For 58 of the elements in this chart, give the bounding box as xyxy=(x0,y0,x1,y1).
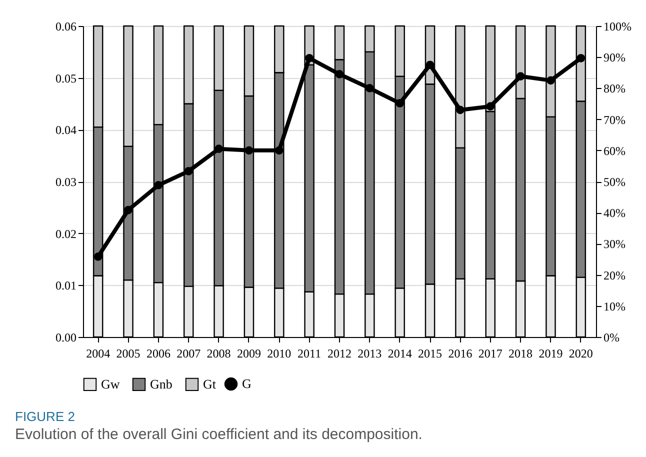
x-tick-label: 2008 xyxy=(206,346,231,360)
y2-tick-label: 100% xyxy=(604,20,632,34)
legend-label: Gnb xyxy=(150,376,172,392)
point xyxy=(426,60,434,70)
y2-tick-label: 30% xyxy=(604,237,626,252)
y2-tick-label: 50% xyxy=(604,175,626,189)
point xyxy=(516,72,525,80)
legend-label: Gw xyxy=(101,376,120,392)
y2-tick-label: 90% xyxy=(604,50,626,65)
point xyxy=(154,180,163,190)
point xyxy=(456,106,464,114)
y2-tick-label: 70% xyxy=(604,112,626,127)
x-tick-label: 2012 xyxy=(328,346,352,360)
y-tick-label: 0.01 xyxy=(56,278,76,293)
x-tick-label: 2013 xyxy=(358,346,382,360)
x-tick-label: 2015 xyxy=(418,346,442,360)
legend-label: G xyxy=(242,376,252,391)
x-tick-label: 2006 xyxy=(146,346,170,360)
x-tick-label: 2005 xyxy=(116,346,140,360)
point xyxy=(396,99,404,108)
text: Evolution of the overall Gini coefficient and its decomposition. xyxy=(15,426,422,443)
point xyxy=(274,146,284,155)
x-tick-label: 2009 xyxy=(236,346,261,360)
y2-tick-label: 20% xyxy=(604,268,626,282)
y-tick-label: 0.05 xyxy=(56,71,76,86)
point xyxy=(546,76,555,85)
x-tick-label: 2011 xyxy=(298,346,322,360)
x-tick-label: 2020 xyxy=(568,346,593,360)
point xyxy=(576,54,586,62)
caption: FIGURE 2 xyxy=(15,409,75,424)
y2-tick-label: 80% xyxy=(604,82,626,96)
x-tick-label: 2007 xyxy=(176,346,201,360)
point xyxy=(305,54,314,62)
x-tick-label: 2017 xyxy=(478,346,502,360)
x-tick-label: 2018 xyxy=(508,346,533,360)
y-tick-label: 0.03 xyxy=(56,175,76,189)
point xyxy=(244,146,254,155)
point xyxy=(214,144,223,154)
y-tick-label: 0.00 xyxy=(56,330,76,344)
point xyxy=(94,252,102,261)
y2-tick-label: 40% xyxy=(604,206,626,220)
y2-tick-label: 10% xyxy=(604,299,626,314)
x-tick-label: 2010 xyxy=(267,346,292,360)
x-tick-label: 2016 xyxy=(448,346,472,360)
x-tick-label: 2019 xyxy=(538,346,563,360)
point xyxy=(184,166,193,176)
point xyxy=(486,102,495,111)
x-tick-label: 2014 xyxy=(388,346,412,360)
y-tick-label: 0.06 xyxy=(56,20,76,34)
legend-label: Gt xyxy=(203,376,216,392)
y-tick-label: 0.04 xyxy=(56,123,76,138)
point xyxy=(335,70,344,78)
y-tick-label: 0.02 xyxy=(56,226,76,241)
point xyxy=(365,84,374,92)
point xyxy=(124,206,132,214)
y2-tick-label: 0% xyxy=(604,330,620,344)
y2-tick-label: 60% xyxy=(604,144,626,158)
x-tick-label: 2004 xyxy=(86,346,110,360)
